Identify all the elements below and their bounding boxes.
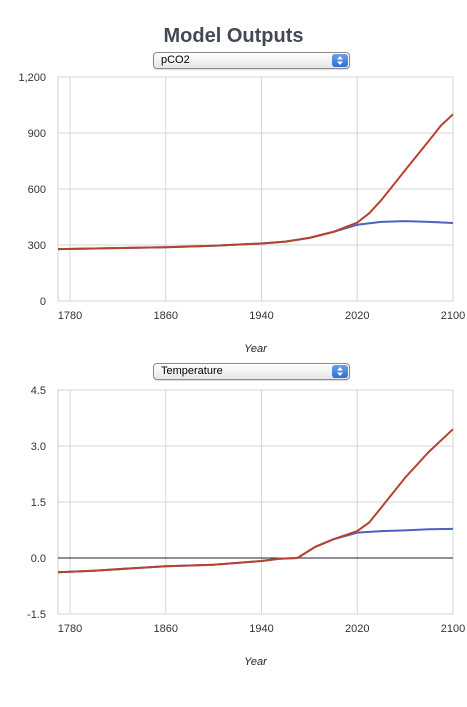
x-axis-label: Year xyxy=(244,343,268,355)
y-tick-label: 0 xyxy=(40,296,46,308)
x-tick-label: 2100 xyxy=(441,623,465,635)
x-tick-label: 1780 xyxy=(58,623,82,635)
series-line-2 xyxy=(57,428,454,574)
y-tick-label: 1,200 xyxy=(18,72,46,84)
series-line-2 xyxy=(57,113,454,251)
pco2-chart: 1780 1860 1940 2020 2100 1,200 900 600 300 0 Year xyxy=(18,72,465,355)
series-line-1 xyxy=(57,527,454,574)
x-tick-label: 1860 xyxy=(153,310,177,322)
y-tick-label: 300 xyxy=(28,240,46,252)
x-tick-label: 1860 xyxy=(153,623,177,635)
y-tick-label: 4.5 xyxy=(31,385,46,397)
x-axis-label: Year xyxy=(244,656,268,668)
select-arrows-icon xyxy=(332,365,348,378)
output-variable-select-1[interactable]: pCO2 xyxy=(153,52,350,69)
output-variable-select-2[interactable]: Temperature xyxy=(153,363,350,380)
y-tick-label: 600 xyxy=(28,184,46,196)
y-tick-label: 1.5 xyxy=(31,497,46,509)
x-tick-label: 1940 xyxy=(249,310,273,322)
select-arrows-icon xyxy=(332,54,348,67)
x-tick-label: 1940 xyxy=(249,623,273,635)
y-tick-label: 0.0 xyxy=(31,553,46,565)
select-value: Temperature xyxy=(161,365,223,377)
x-tick-label: 2020 xyxy=(345,310,369,322)
x-tick-label: 2100 xyxy=(441,310,465,322)
y-tick-label: -1.5 xyxy=(27,609,46,621)
y-tick-label: 3.0 xyxy=(31,441,46,453)
select-value: pCO2 xyxy=(161,54,190,66)
x-tick-label: 1780 xyxy=(58,310,82,322)
temperature-chart: 1780 1860 1940 2020 2100 4.5 3.0 1.5 0.0 -1.5 Year xyxy=(0,360,467,707)
page-title: Model Outputs xyxy=(163,25,304,47)
x-tick-label: 2020 xyxy=(345,623,369,635)
y-tick-label: 900 xyxy=(28,128,46,140)
